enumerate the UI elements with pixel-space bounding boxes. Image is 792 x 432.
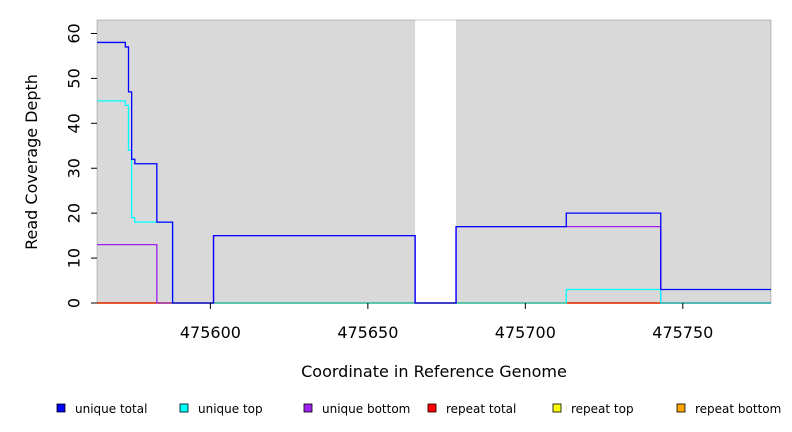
legend-label: repeat bottom [695,402,781,416]
x-tick-label: 475650 [337,323,398,342]
x-axis-title: Coordinate in Reference Genome [301,362,567,381]
x-tick-label: 475700 [495,323,556,342]
plot-background [97,20,771,303]
legend-label: unique top [198,402,263,416]
legend-label: repeat total [446,402,516,416]
legend-swatch [427,403,437,413]
y-tick-label: 30 [65,158,84,178]
legend-swatch [303,403,313,413]
legend-swatch [552,403,562,413]
y-tick-label: 10 [65,248,84,268]
legend-swatch [56,403,66,413]
plot-panel [97,20,416,303]
legend: unique total unique top unique bottom repea… [56,402,781,416]
y-tick-label: 60 [65,23,84,43]
y-tick-label: 40 [65,113,84,133]
legend-label: unique bottom [322,402,410,416]
x-tick-label: 475750 [652,323,713,342]
y-tick-label: 20 [65,203,84,223]
plot-series [97,41,771,304]
plot-border [96,19,772,304]
x-tick-label: 475600 [180,323,241,342]
y-tick-label: 0 [65,298,84,308]
legend-swatch [179,403,189,413]
plot-frame [96,19,772,304]
y-axis-title: Read Coverage Depth [22,74,41,250]
legend-label: repeat top [571,402,634,416]
plot-panel [456,20,771,303]
series-unique-total-line [97,41,771,304]
legend-swatch [676,403,686,413]
y-tick-label: 50 [65,68,84,88]
legend-label: unique total [75,402,147,416]
axes: 0 10 20 30 40 50 60 475600 475650 475700 475750 [65,23,714,342]
